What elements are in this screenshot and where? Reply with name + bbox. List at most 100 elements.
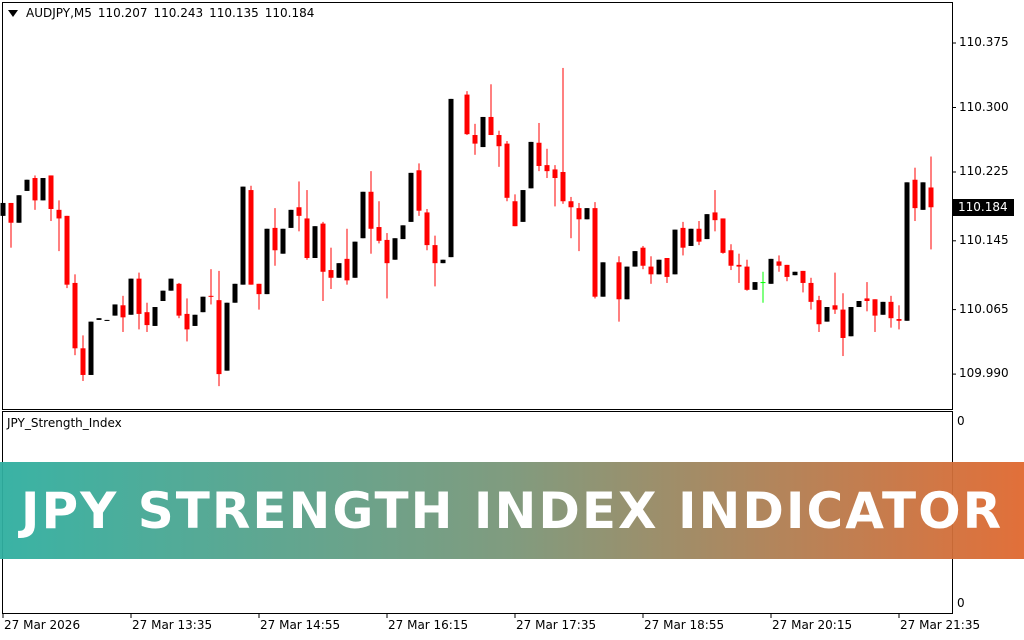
candle-body (184, 313, 190, 330)
candle-body (520, 190, 526, 222)
candle (544, 148, 550, 179)
candle-body (912, 179, 918, 209)
candle (304, 190, 310, 260)
candle-body (176, 283, 182, 316)
candle (264, 228, 270, 295)
candle (744, 259, 750, 291)
candle (488, 84, 494, 136)
candle-body (416, 170, 422, 211)
candle-body (632, 251, 638, 267)
candle-body (440, 259, 446, 264)
candle (96, 318, 102, 320)
candle-body (768, 258, 774, 284)
candle (664, 258, 670, 283)
candle-body (64, 215, 70, 285)
dropdown-triangle-icon[interactable] (8, 9, 18, 17)
candle (440, 259, 446, 264)
candle-body (72, 282, 78, 349)
candle-body (904, 182, 910, 321)
candle (224, 302, 230, 371)
title-banner: JPY STRENGTH INDEX INDICATOR (0, 462, 1024, 559)
candle (832, 272, 838, 314)
candle-body (616, 262, 622, 300)
candle (592, 202, 598, 299)
candle (920, 182, 926, 210)
candle-body (736, 264, 742, 267)
candle (16, 195, 22, 223)
candle (808, 277, 814, 310)
candle (888, 295, 894, 328)
candle-body (704, 214, 710, 240)
candle-body (168, 278, 174, 291)
candle-wick (330, 247, 332, 289)
candle (360, 191, 366, 239)
candle (504, 141, 510, 202)
low-value: 110.135 (209, 6, 259, 20)
time-tick-label: 27 Mar 14:55 (260, 618, 341, 632)
candle (768, 258, 774, 284)
candle (840, 293, 846, 357)
symbol-label: AUDJPY,M5 (26, 6, 92, 20)
candle-body (224, 302, 230, 371)
candle-body (272, 227, 278, 251)
candle-body (816, 300, 822, 325)
candle (648, 256, 654, 284)
current-price-marker: 110.184 (953, 199, 1014, 216)
candle-body (376, 227, 382, 241)
candle-body (896, 319, 902, 321)
candle-body (56, 209, 62, 219)
candle (752, 282, 758, 290)
candle-body (152, 307, 158, 326)
candle-body (496, 135, 502, 147)
candle (56, 200, 62, 252)
candle (656, 259, 662, 275)
time-tick-label: 27 Mar 18:55 (644, 618, 725, 632)
candle-body (864, 298, 870, 301)
candle-body (872, 299, 878, 316)
candle (584, 208, 590, 220)
chart-header: AUDJPY,M5 110.207 110.243 110.135 110.18… (8, 6, 314, 20)
candle (760, 271, 766, 303)
candle (880, 301, 886, 315)
price-chart-panel[interactable] (2, 2, 953, 410)
candle (48, 175, 54, 222)
candle (136, 272, 142, 330)
candle (728, 244, 734, 271)
candle (448, 98, 454, 258)
candle (320, 221, 326, 301)
candle (704, 214, 710, 240)
candle-body (0, 202, 6, 216)
price-tick-label: 110.065 (959, 301, 1009, 316)
candle (408, 172, 414, 222)
candle (616, 256, 622, 322)
candle-body (536, 142, 542, 166)
candle-body (312, 226, 318, 258)
candle (672, 229, 678, 275)
candle (232, 283, 238, 303)
candle-body (504, 143, 510, 198)
candle-body (752, 282, 758, 290)
candle-body (88, 321, 94, 375)
candle-body (624, 266, 630, 300)
candle-body (336, 263, 342, 278)
candle (432, 235, 438, 287)
time-tick-label: 27 Mar 2026 (4, 618, 81, 632)
candle (120, 295, 126, 332)
candle (896, 305, 902, 330)
candle-body (24, 179, 30, 191)
candle (848, 307, 854, 337)
candle (328, 247, 334, 289)
price-tick-label: 110.375 (959, 35, 1009, 49)
candle-body (48, 175, 54, 209)
candle-body (432, 245, 438, 264)
candle (904, 182, 910, 321)
candle (696, 221, 702, 246)
candle-body (808, 282, 814, 302)
candle-body (208, 295, 214, 297)
candle (32, 175, 38, 210)
candle-body (776, 261, 782, 266)
candle (928, 156, 934, 250)
candle-body (112, 304, 118, 316)
candle-body (696, 228, 702, 242)
candle (600, 262, 606, 297)
